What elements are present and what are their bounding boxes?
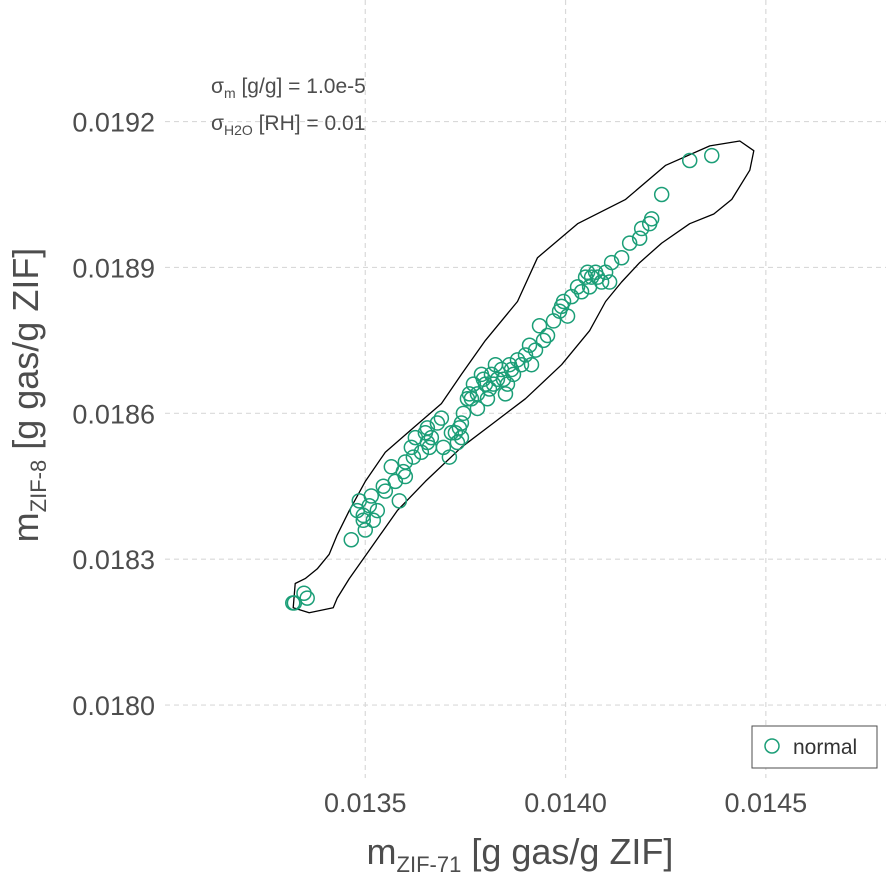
data-point [559, 308, 576, 324]
data-point [377, 483, 394, 499]
data-point [361, 497, 378, 514]
data-point [653, 186, 670, 203]
data-point [453, 415, 470, 431]
data-points [285, 147, 720, 611]
data-point [495, 371, 512, 388]
data-point [579, 264, 596, 281]
y-tick-label: 0.0180 [72, 691, 155, 721]
data-point [593, 274, 610, 290]
y-tick-label: 0.0189 [72, 253, 155, 283]
data-point [621, 235, 638, 251]
data-point [583, 269, 600, 285]
legend-label-normal: normal [793, 736, 857, 759]
data-point [363, 488, 380, 504]
data-point [423, 429, 440, 446]
data-point [527, 342, 544, 358]
data-point [369, 502, 386, 519]
y-tick-label: 0.0186 [72, 399, 155, 429]
data-point [505, 366, 522, 383]
x-tick-label: 0.0145 [725, 788, 808, 818]
data-point [405, 449, 422, 465]
data-point [633, 220, 650, 237]
x-tick-label: 0.0140 [524, 788, 607, 818]
y-tick-label: 0.0183 [72, 545, 155, 575]
data-point [523, 356, 540, 373]
legend-key-open-circle [764, 738, 780, 754]
legend-box [751, 725, 878, 769]
data-point [299, 590, 315, 606]
data-point [535, 332, 552, 349]
data-point [573, 284, 590, 300]
data-point [539, 327, 556, 344]
data-point [481, 381, 498, 397]
data-point [603, 254, 620, 271]
data-point [365, 512, 382, 529]
data-point [509, 352, 526, 368]
data-point [403, 439, 420, 456]
data-point [479, 390, 496, 407]
data-point [441, 449, 458, 465]
data-point [497, 386, 514, 402]
data-point [681, 152, 698, 169]
grid [165, 0, 886, 778]
data-point [397, 454, 414, 470]
y-tick-label: 0.0192 [72, 108, 155, 138]
data-point [643, 211, 660, 227]
data-point [631, 230, 648, 247]
data-point [613, 249, 630, 266]
data-point [343, 531, 360, 548]
data-point [455, 405, 472, 422]
density-contour-line [292, 140, 755, 614]
legend: normal [751, 725, 878, 769]
x-tick-labels: 0.0135 0.0140 0.0145 [324, 788, 807, 818]
data-point [489, 371, 506, 388]
data-point [513, 356, 530, 373]
y-tick-labels: 0.0180 0.0183 0.0186 0.0189 0.0192 [72, 108, 155, 722]
data-point [355, 512, 372, 529]
data-point [433, 410, 450, 426]
data-point [531, 318, 548, 334]
data-point [391, 493, 408, 509]
data-point [387, 473, 404, 490]
annotation-sigma-m: σm [g/g] = 1.0e-5 [211, 75, 366, 101]
data-point [397, 468, 414, 485]
data-point [704, 147, 720, 164]
data-point [419, 434, 436, 451]
data-point [449, 434, 466, 451]
data-point [555, 293, 572, 310]
data-point [296, 585, 312, 601]
x-axis-title: mZIF-71 [g gas/g ZIF] [367, 831, 674, 875]
data-point [601, 274, 618, 290]
density-contour [292, 140, 755, 614]
x-tick-label: 0.0135 [324, 788, 407, 818]
y-axis-title: mZIF-8 [g gas/g ZIF] [5, 248, 51, 543]
data-point [429, 415, 446, 431]
data-point [357, 522, 374, 538]
annotation-sigma-h2o: σH2O [RH] = 0.01 [211, 112, 365, 138]
data-point [465, 376, 482, 392]
data-point [569, 279, 586, 295]
